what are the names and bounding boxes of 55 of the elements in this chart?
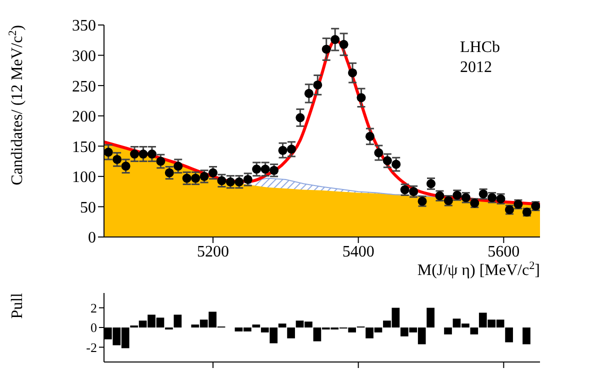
point [313, 80, 322, 90]
point [296, 113, 305, 122]
point [174, 162, 183, 171]
point [278, 146, 288, 155]
point [365, 132, 374, 141]
bar [174, 314, 182, 328]
y-tick-label: 100 [72, 169, 96, 186]
point [182, 174, 192, 183]
point [304, 88, 314, 98]
point [392, 160, 401, 169]
bar [287, 328, 295, 338]
y-tick-label: 250 [72, 78, 96, 96]
bar [505, 328, 513, 342]
x-axis-title: M(J/ψ η) [MeV/c$^{2}$] [417, 260, 540, 279]
x-tick-label: 5400 [342, 243, 374, 260]
y-tick-label: 300 [72, 48, 96, 65]
bar [252, 324, 260, 328]
annotation: 2012 [460, 58, 493, 78]
point [382, 156, 392, 166]
x-tick-label: 5600 [488, 243, 520, 260]
y-tick-label: 0 [90, 320, 97, 336]
point [374, 148, 384, 158]
point [164, 168, 174, 178]
y-tick-label: 150 [72, 138, 96, 156]
point [121, 162, 130, 171]
bar [426, 308, 434, 328]
bar [522, 328, 530, 344]
bar [470, 328, 478, 334]
point [322, 44, 331, 54]
point [156, 156, 166, 166]
point [112, 154, 122, 164]
point [147, 150, 156, 159]
point [252, 164, 262, 174]
y-tick-label: 350 [72, 18, 96, 35]
point [191, 174, 200, 183]
point [348, 68, 358, 78]
point [104, 148, 113, 157]
y-axis-title: Pull [9, 292, 26, 319]
point [138, 150, 148, 159]
point [260, 164, 270, 174]
y-tick-label: 0 [88, 230, 96, 247]
bar [444, 328, 452, 334]
y-tick-label: 2 [90, 300, 97, 316]
y-tick-label: -2 [86, 340, 97, 355]
point [286, 144, 296, 154]
annotation: LHCb [460, 38, 500, 58]
point [330, 35, 340, 44]
point [130, 150, 140, 159]
y-tick-label: 50 [80, 199, 96, 216]
point [339, 40, 348, 49]
point [208, 168, 218, 178]
y-tick-label: 200 [72, 108, 96, 126]
bar [278, 324, 286, 328]
point [356, 93, 366, 102]
x-tick-label: 5200 [197, 243, 229, 260]
